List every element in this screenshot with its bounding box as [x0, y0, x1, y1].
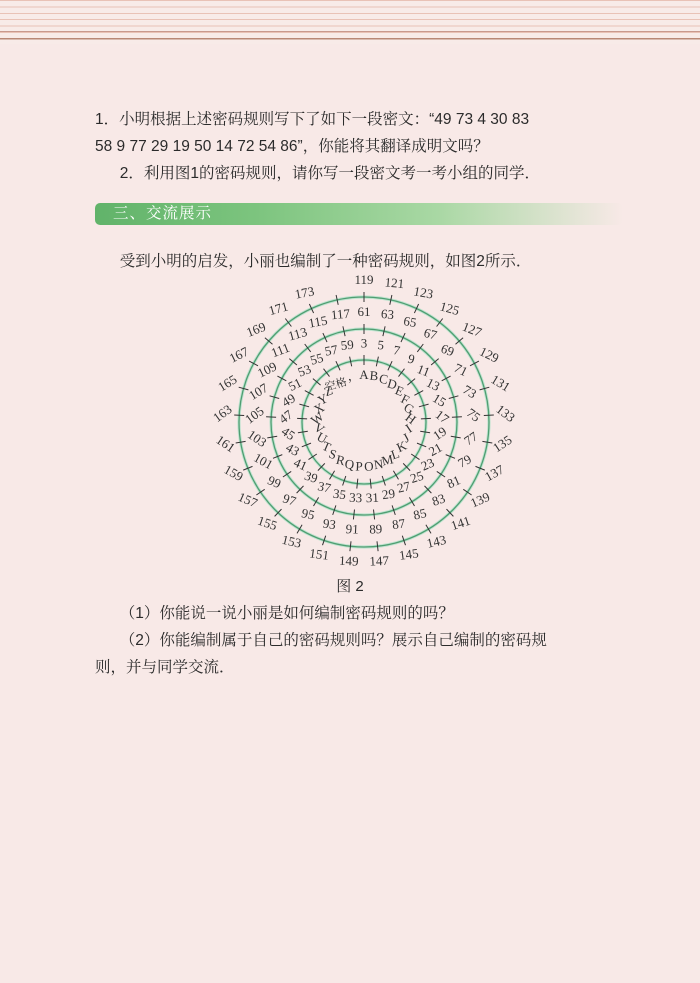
svg-text:145: 145	[398, 545, 419, 563]
svg-text:69: 69	[439, 341, 456, 360]
svg-text:139: 139	[468, 489, 492, 511]
svg-text:105: 105	[242, 403, 267, 427]
svg-text:159: 159	[222, 462, 246, 485]
svg-text:63: 63	[380, 306, 394, 322]
svg-text:85: 85	[412, 505, 428, 523]
svg-text:O: O	[364, 458, 374, 473]
svg-text:117: 117	[330, 306, 351, 323]
svg-text:67: 67	[422, 325, 439, 343]
svg-text:57: 57	[323, 342, 339, 359]
svg-text:35: 35	[332, 486, 347, 503]
svg-text:163: 163	[210, 401, 235, 425]
svg-text:89: 89	[369, 521, 383, 537]
svg-text:149: 149	[339, 553, 359, 569]
svg-text:83: 83	[430, 491, 447, 509]
svg-text:45: 45	[279, 423, 298, 443]
svg-text:135: 135	[490, 432, 515, 455]
svg-text:91: 91	[345, 521, 359, 537]
svg-text:95: 95	[300, 505, 316, 523]
svg-text:27: 27	[396, 478, 413, 496]
svg-text:123: 123	[413, 283, 435, 301]
svg-text:29: 29	[381, 486, 396, 503]
svg-text:115: 115	[307, 313, 328, 331]
svg-text:119: 119	[354, 272, 373, 287]
svg-text:153: 153	[280, 532, 302, 551]
svg-text:79: 79	[455, 451, 474, 470]
svg-text:61: 61	[358, 304, 371, 319]
svg-text:Q: Q	[344, 456, 356, 472]
svg-text:143: 143	[425, 532, 447, 551]
svg-text:151: 151	[309, 545, 330, 563]
svg-text:75: 75	[464, 405, 483, 425]
svg-text:171: 171	[267, 298, 290, 318]
svg-text:133: 133	[493, 401, 518, 425]
svg-text:3: 3	[361, 335, 368, 350]
svg-text:81: 81	[445, 472, 463, 491]
svg-text:77: 77	[461, 428, 481, 448]
svg-text:87: 87	[391, 515, 406, 532]
svg-text:165: 165	[215, 372, 239, 395]
svg-text:167: 167	[227, 343, 252, 365]
svg-text:97: 97	[281, 491, 299, 509]
svg-text:103: 103	[245, 427, 270, 450]
svg-text:101: 101	[251, 450, 275, 473]
svg-text:109: 109	[255, 359, 279, 381]
svg-text:37: 37	[316, 478, 333, 496]
svg-text:31: 31	[365, 490, 379, 506]
svg-text:129: 129	[477, 344, 501, 366]
svg-text:157: 157	[236, 489, 260, 511]
svg-text:111: 111	[269, 340, 292, 361]
svg-text:9: 9	[406, 351, 416, 367]
svg-text:33: 33	[349, 490, 363, 506]
svg-text:73: 73	[460, 382, 479, 402]
svg-text:19: 19	[430, 423, 449, 443]
svg-text:39: 39	[303, 468, 320, 486]
svg-text:121: 121	[384, 274, 405, 291]
svg-text:93: 93	[322, 515, 337, 532]
svg-text:147: 147	[369, 553, 390, 569]
svg-text:137: 137	[482, 461, 507, 484]
svg-text:7: 7	[392, 342, 402, 358]
svg-text:125: 125	[438, 298, 461, 318]
svg-text:173: 173	[294, 283, 316, 301]
svg-text:107: 107	[246, 380, 271, 403]
svg-text:71: 71	[452, 360, 470, 379]
svg-text:49: 49	[279, 390, 298, 410]
svg-text:55: 55	[308, 350, 325, 368]
svg-text:131: 131	[488, 372, 512, 395]
svg-text:5: 5	[377, 337, 385, 353]
svg-text:65: 65	[402, 313, 417, 330]
svg-text:99: 99	[265, 472, 283, 491]
svg-text:59: 59	[340, 337, 354, 353]
svg-text:P: P	[355, 459, 363, 474]
svg-text:127: 127	[460, 319, 484, 340]
svg-text:113: 113	[286, 324, 308, 344]
svg-text:161: 161	[213, 432, 238, 455]
svg-text:17: 17	[433, 407, 453, 427]
svg-text:169: 169	[244, 319, 268, 340]
svg-text:15: 15	[430, 390, 449, 410]
svg-text:，: ，	[347, 368, 361, 385]
